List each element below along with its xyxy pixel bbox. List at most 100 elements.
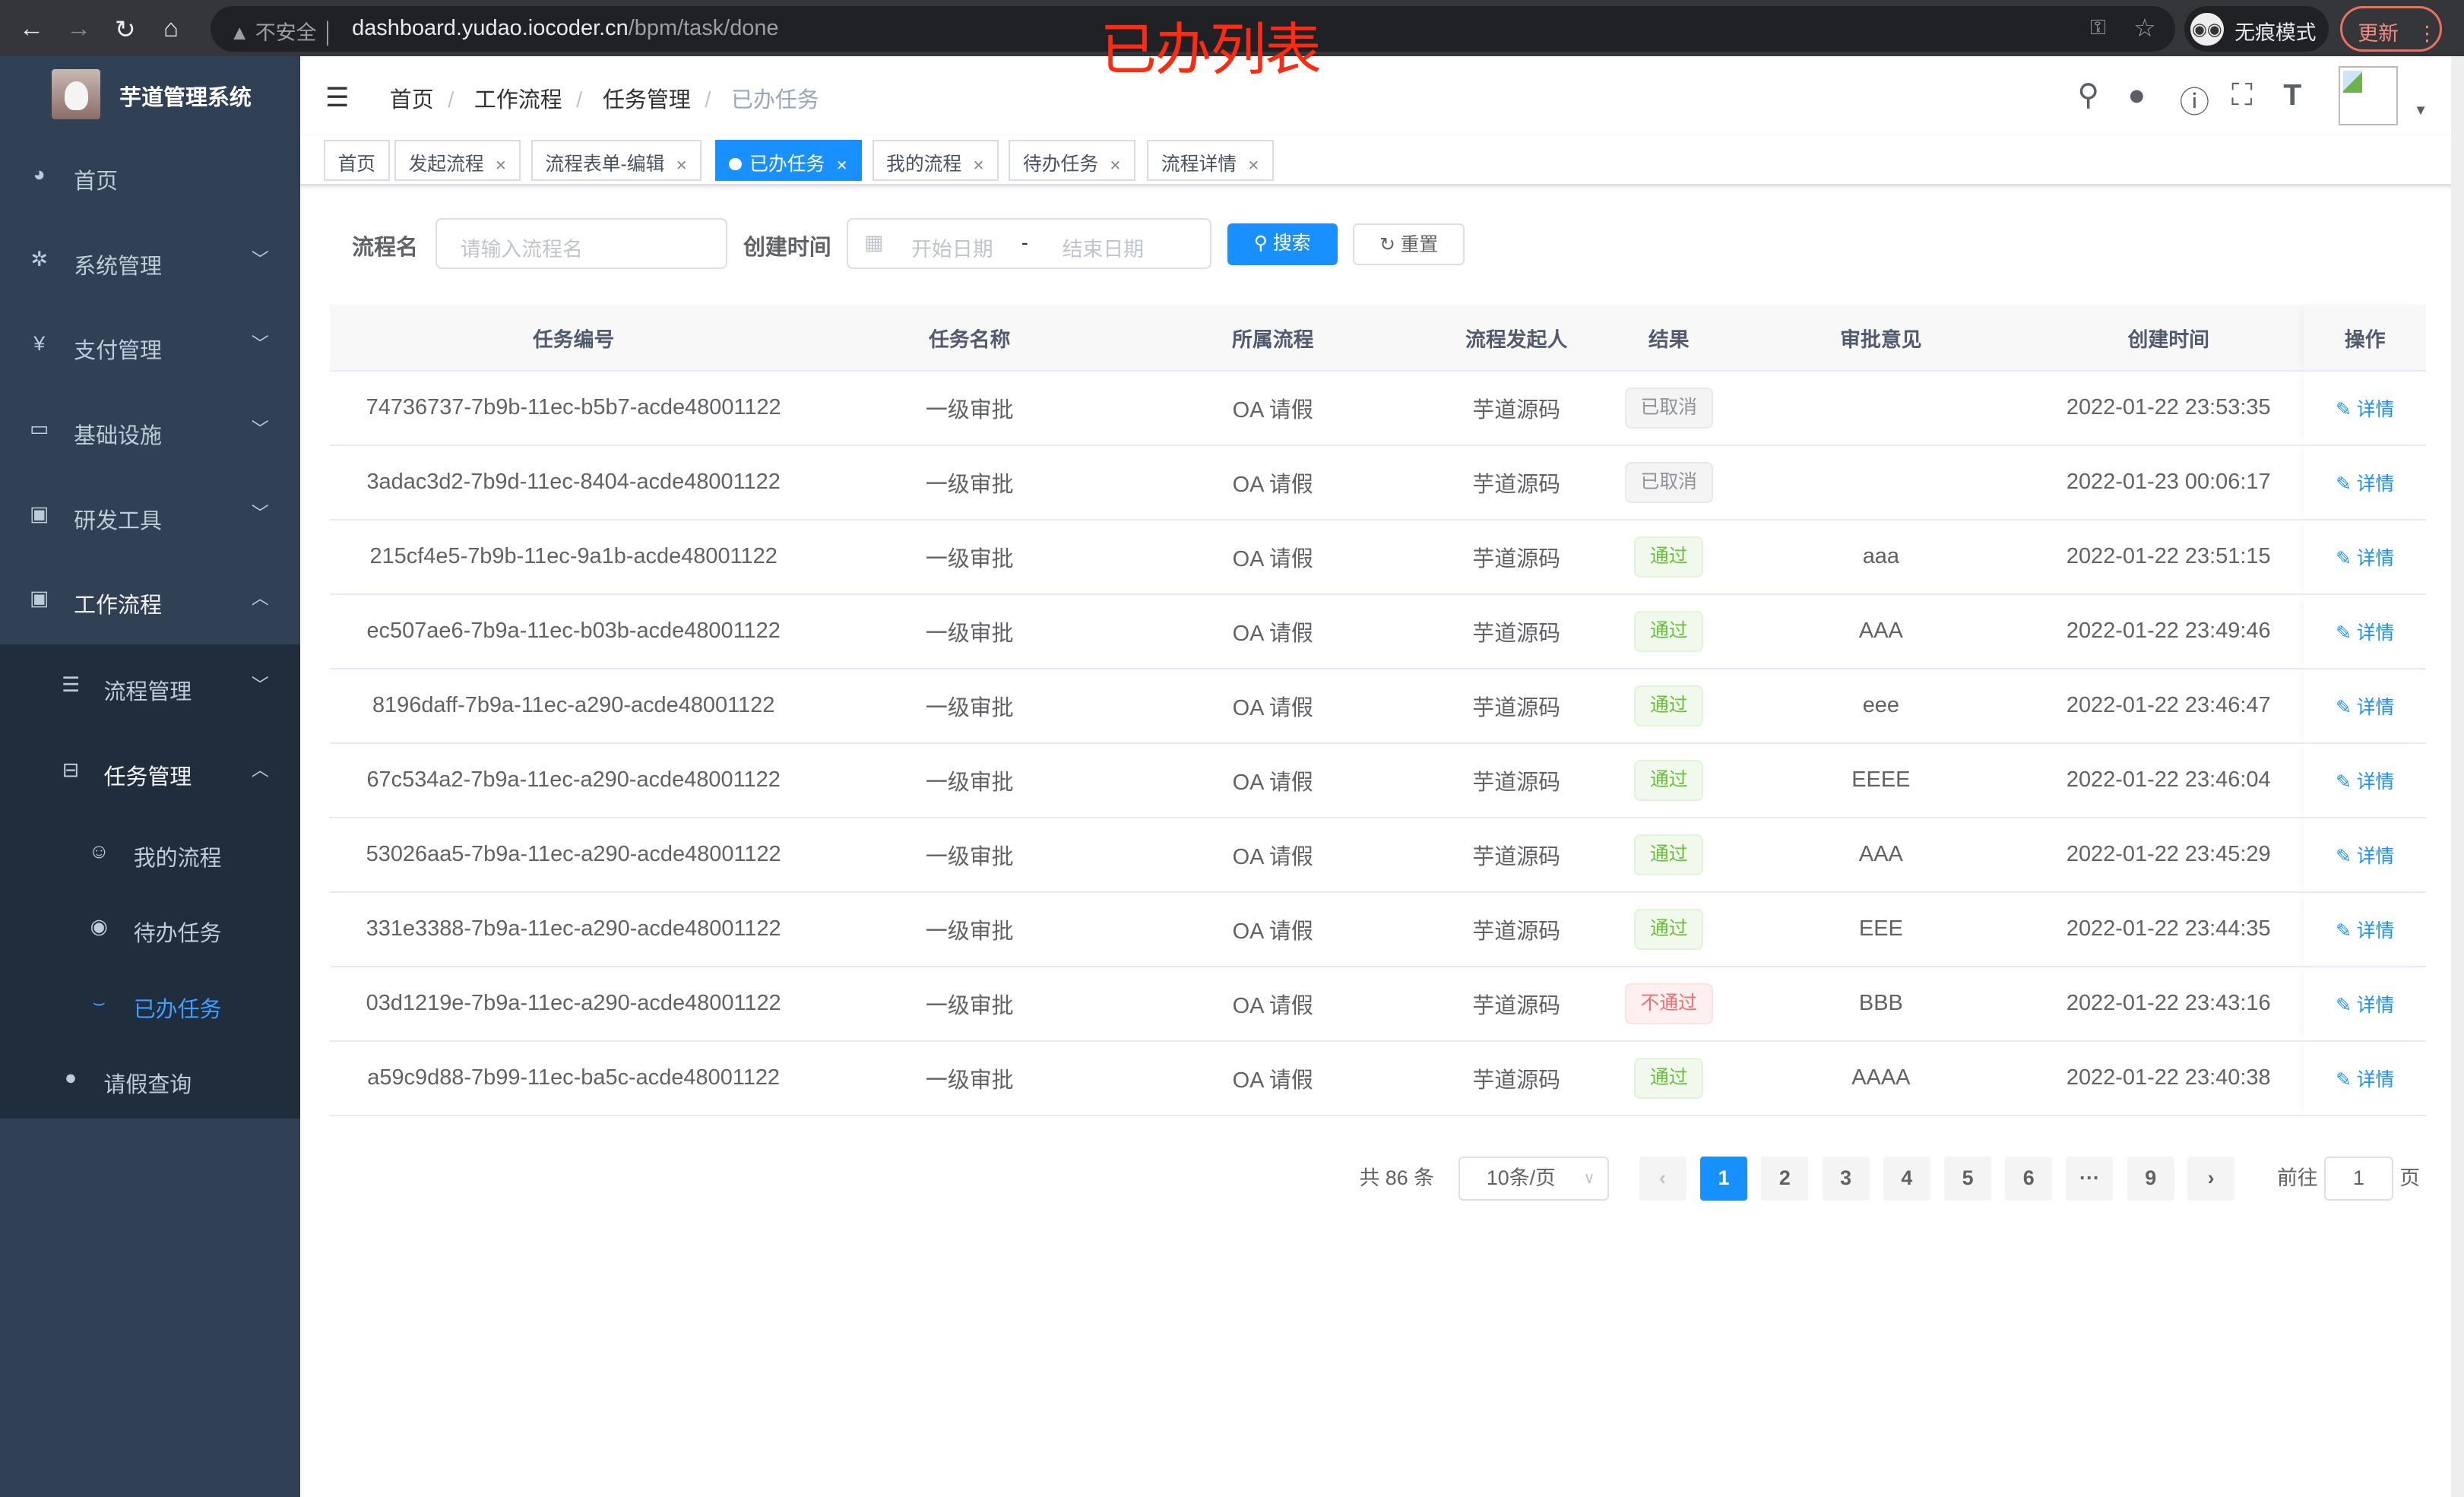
forward-icon[interactable]: → [65, 14, 91, 43]
breadcrumb-item[interactable]: 工作流程 [473, 87, 562, 112]
menu-label: 系统管理 [74, 254, 162, 279]
page-size-select[interactable]: 10条/页 ∨ [1458, 1156, 1610, 1201]
starter-cell: 芋道源码 [1424, 966, 1610, 1042]
close-icon[interactable]: ✕ [1247, 157, 1260, 174]
sidebar-item-my-process[interactable]: ☺ 我的流程 [0, 812, 300, 888]
tag-label: 待办任务 [1022, 154, 1099, 176]
sidebar-item-done[interactable]: ⌣ 已办任务 [0, 963, 300, 1038]
hamburger-icon[interactable]: ☰ [325, 82, 350, 112]
detail-link[interactable]: ✎ 详情 [2336, 772, 2394, 793]
detail-label: 详情 [2356, 622, 2395, 644]
detail-link[interactable]: ✎ 详情 [2336, 400, 2394, 420]
reload-icon[interactable]: ↻ [114, 15, 136, 44]
sidebar-item-todo[interactable]: ◉ 待办任务 [0, 888, 300, 963]
page-button[interactable]: 2 [1761, 1156, 1809, 1201]
prev-page-button[interactable]: ‹ [1639, 1156, 1686, 1201]
sidebar-item-pay[interactable]: ¥ 支付管理 ﹀ [0, 305, 300, 390]
next-page-button[interactable]: › [2187, 1156, 2235, 1201]
search-button[interactable]: ⚲ 搜索 [1227, 223, 1338, 266]
sidebar-item-task-manage[interactable]: ⊟ 任务管理 ︿ [0, 730, 300, 815]
close-icon[interactable]: ✕ [495, 157, 507, 174]
key-icon[interactable]: ⚿ [2090, 15, 2106, 39]
tag-start-process[interactable]: 发起流程 ✕ [394, 140, 521, 181]
caret-down-icon[interactable]: ▼ [2413, 102, 2428, 119]
create-time-cell: 2022-01-22 23:49:46 [2033, 593, 2304, 669]
action-cell: ✎ 详情 [2304, 742, 2427, 818]
result-cell: 已取消 [1609, 370, 1729, 446]
avatar[interactable] [2338, 65, 2399, 126]
star-icon[interactable]: ☆ [2133, 14, 2156, 43]
sidebar-item-system[interactable]: ✲ 系统管理 ﹀ [0, 220, 300, 305]
goto-page-input[interactable]: 1 [2323, 1156, 2393, 1201]
page-button[interactable]: 3 [1822, 1156, 1870, 1201]
address-bar[interactable]: ▲ 不安全 │ dashboard.yudao.iocoder.cn/bpm/t… [211, 6, 2175, 52]
task-id-cell: a59c9d88-7b99-11ec-ba5c-acde48001122 [330, 1040, 818, 1116]
detail-link[interactable]: ✎ 详情 [2336, 1070, 2394, 1090]
create-time-cell: 2022-01-22 23:45:29 [2033, 817, 2304, 893]
page-button[interactable]: ··· [2066, 1156, 2114, 1201]
menu-label: 待办任务 [133, 922, 222, 947]
page-button[interactable]: 6 [2005, 1156, 2053, 1201]
incognito-badge[interactable]: ◉◉ 无痕模式 [2184, 6, 2329, 52]
tag-home[interactable]: 首页 [323, 140, 390, 181]
task-name-cell: 一级审批 [817, 668, 1123, 744]
detail-link[interactable]: ✎ 详情 [2336, 995, 2394, 1016]
comment-cell: BBB [1728, 966, 2034, 1042]
tag-label: 流程详情 [1161, 154, 1237, 176]
process-name-input[interactable]: 请输入流程名 [435, 218, 728, 269]
back-icon[interactable]: ← [18, 14, 44, 43]
column-header: 创建时间 [2033, 305, 2304, 372]
end-date-input[interactable]: 结束日期 [1062, 237, 1145, 261]
search-icon[interactable]: ⚲ [2077, 78, 2100, 112]
update-button[interactable]: 更新 ⋮ [2339, 6, 2443, 52]
sidebar-item-process-manage[interactable]: ☰ 流程管理 ﹀ [0, 646, 300, 731]
tag-my-process[interactable]: 我的流程 ✕ [872, 140, 999, 181]
detail-link[interactable]: ✎ 详情 [2336, 847, 2394, 867]
sidebar-item-workflow[interactable]: ▣ 工作流程 ︿ [0, 559, 300, 644]
page-scrollbar[interactable] [2451, 56, 2464, 1497]
page-button[interactable]: 4 [1883, 1156, 1930, 1201]
calendar-icon: ▦ [864, 230, 884, 254]
sidebar-item-tools[interactable]: ▣ 研发工具 ﹀ [0, 474, 300, 559]
sidebar-item-infra[interactable]: ▭ 基础设施 ﹀ [0, 390, 300, 475]
detail-link[interactable]: ✎ 详情 [2336, 549, 2394, 569]
edit-icon: ✎ [2336, 399, 2352, 420]
sidebar-item-leave[interactable]: ● 请假查询 [0, 1039, 300, 1117]
breadcrumb-item[interactable]: 首页 [389, 87, 434, 112]
tag-done-tasks[interactable]: 已办任务 ✕ [714, 140, 862, 181]
help-icon[interactable]: ⓘ [2179, 86, 2210, 120]
breadcrumb-item[interactable]: 任务管理 [602, 87, 691, 112]
more-icon[interactable]: ⋮ [2417, 21, 2437, 45]
detail-link[interactable]: ✎ 详情 [2336, 474, 2394, 495]
result-cell: 不通过 [1609, 966, 1729, 1042]
fullscreen-icon[interactable]: ⛶ [2231, 78, 2253, 112]
page-button[interactable]: 9 [2127, 1156, 2174, 1201]
comment-cell: EEEE [1728, 742, 2034, 818]
detail-link[interactable]: ✎ 详情 [2336, 623, 2394, 644]
sidebar: 芋道管理系统 ◕ 首页 ✲ 系统管理 ﹀ ¥ 支付管理 ﹀ ▭ 基础设施 ﹀ ▣ 研发工具 ﹀ ▣… [0, 56, 300, 1497]
close-icon[interactable]: ✕ [675, 157, 688, 174]
process-cell: OA 请假 [1122, 817, 1424, 893]
close-icon[interactable]: ✕ [972, 157, 985, 174]
home-icon[interactable]: ⌂ [163, 14, 179, 43]
date-range-picker[interactable]: ▦ 开始日期 - 结束日期 [847, 218, 1212, 269]
detail-link[interactable]: ✎ 详情 [2336, 698, 2394, 718]
detail-link[interactable]: ✎ 详情 [2336, 921, 2394, 942]
close-icon[interactable]: ✕ [1109, 157, 1122, 174]
close-icon[interactable]: ✕ [835, 157, 848, 174]
page-button[interactable]: 1 [1700, 1156, 1748, 1201]
font-size-icon[interactable]: T [2283, 78, 2302, 112]
not-secure-label[interactable]: ▲ 不安全 │ [229, 21, 335, 44]
sidebar-item-home[interactable]: ◕ 首页 [0, 135, 300, 220]
tag-process-detail[interactable]: 流程详情 ✕ [1147, 140, 1274, 181]
tag-todo-tasks[interactable]: 待办任务 ✕ [1009, 140, 1135, 181]
create-time-cell: 2022-01-22 23:46:47 [2033, 668, 2304, 744]
github-icon[interactable]: ● [2127, 78, 2146, 112]
start-date-input[interactable]: 开始日期 [911, 237, 993, 261]
table-row: 215cf4e5-7b9b-11ec-9a1b-acde48001122 一级审批… [330, 519, 2427, 595]
tag-form-edit[interactable]: 流程表单-编辑 ✕ [530, 140, 702, 181]
page-button[interactable]: 5 [1944, 1156, 1992, 1201]
goto-label: 前往 [2276, 1166, 2318, 1189]
input-placeholder: 请输入流程名 [460, 237, 583, 261]
reset-button[interactable]: ↻ 重置 [1353, 223, 1465, 266]
